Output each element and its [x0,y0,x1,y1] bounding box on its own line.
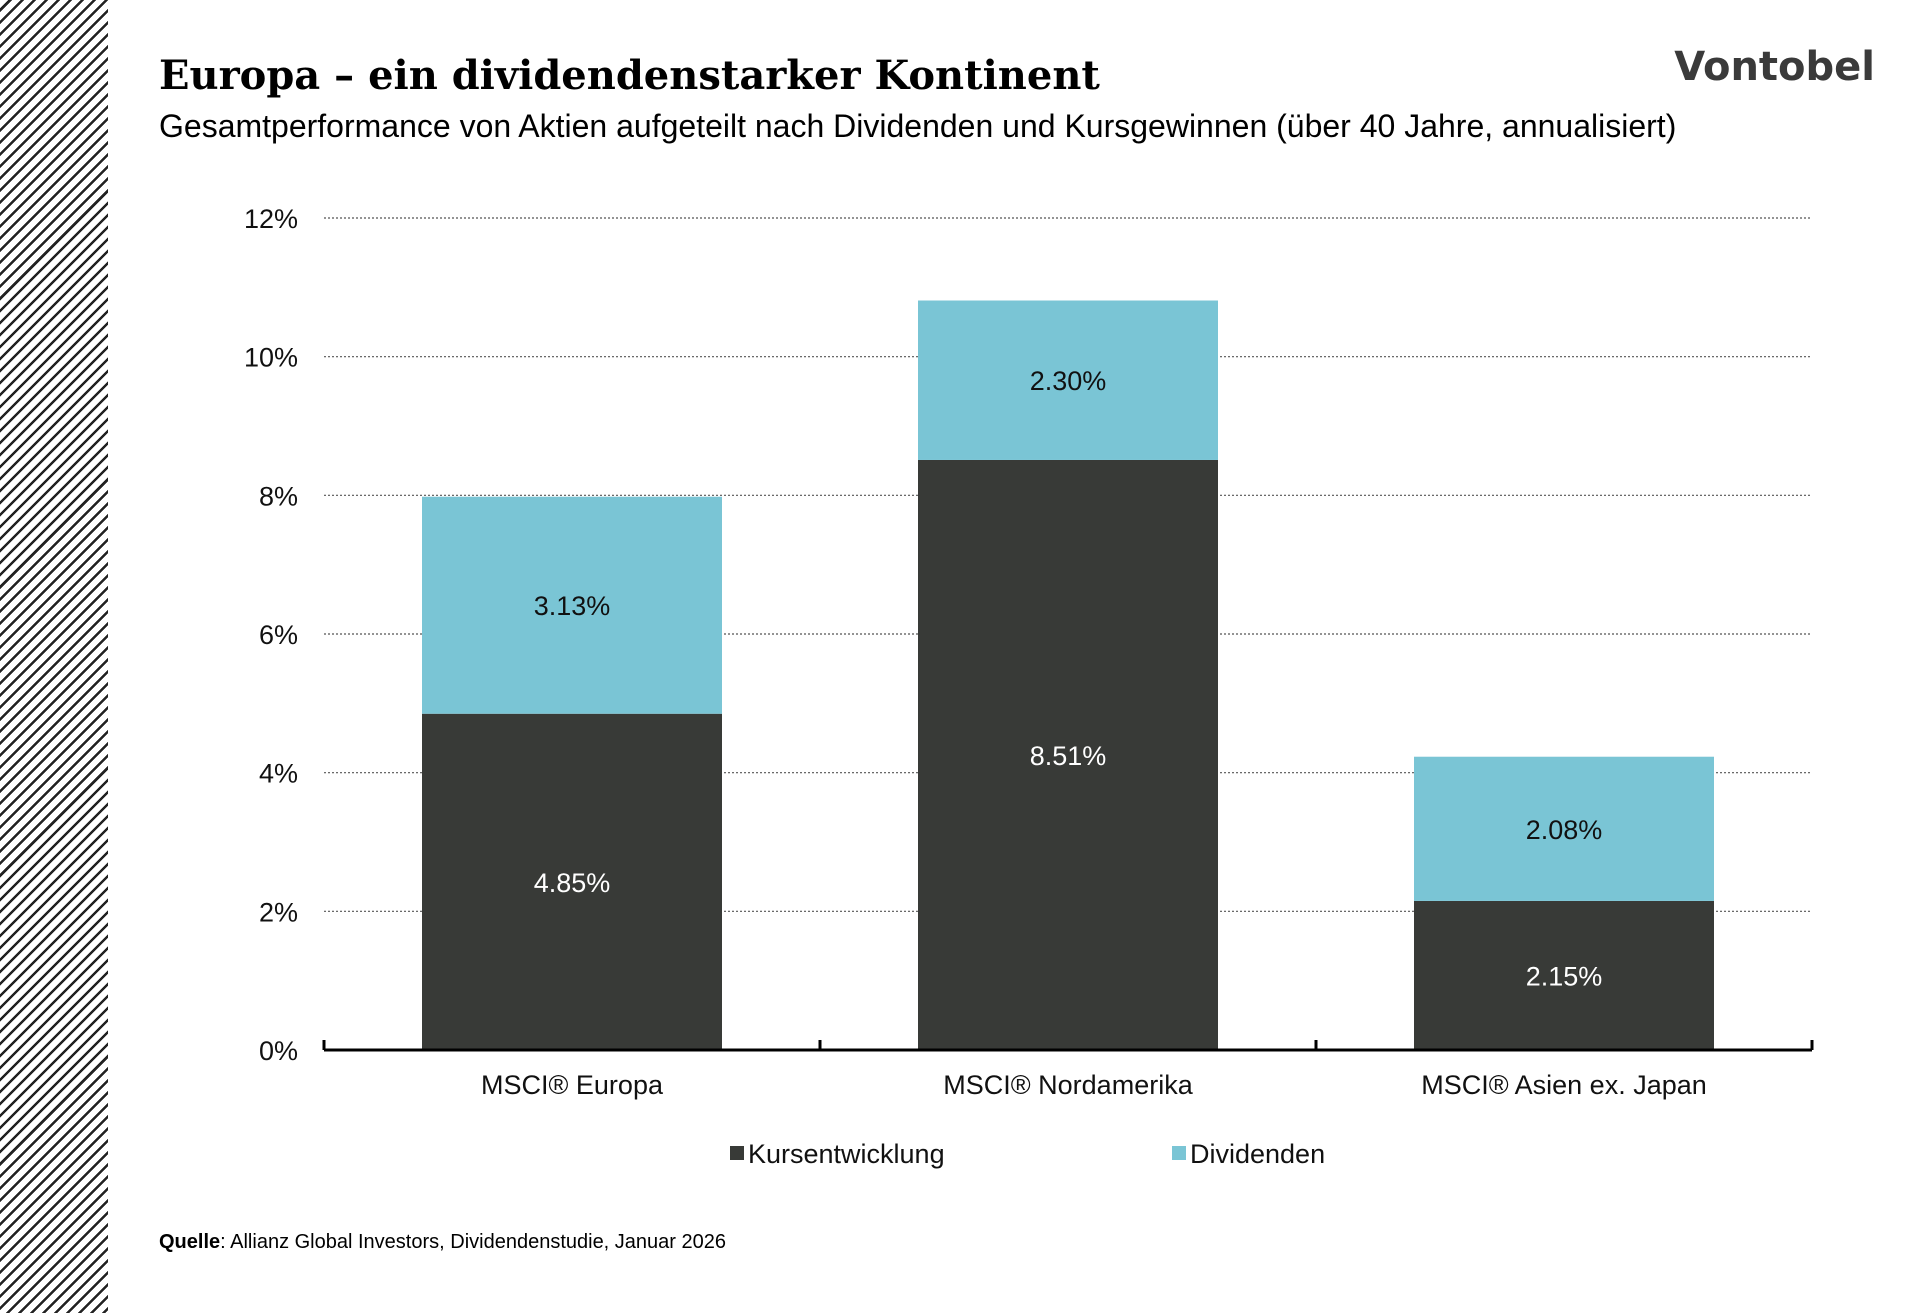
data-label: 2.30% [1030,366,1107,396]
legend-label: Dividenden [1190,1139,1325,1169]
x-category-label: MSCI® Europa [481,1070,664,1100]
y-tick-label: 10% [244,343,298,373]
y-tick-label: 12% [244,204,298,234]
legend-swatch [730,1146,744,1160]
bar-dividenden [1414,756,1714,901]
vontobel-logo: Vontobel [1674,44,1875,90]
y-tick-label: 8% [259,481,298,511]
x-category-label: MSCI® Asien ex. Japan [1421,1070,1707,1100]
bar-kursentwicklung [422,713,722,1050]
legend-label: Kursentwicklung [748,1139,945,1169]
bar-dividenden [918,300,1218,460]
source-label: Quelle [159,1231,221,1253]
bar-kursentwicklung [918,459,1218,1050]
bar-dividenden [422,496,722,714]
y-tick-label: 6% [259,620,298,650]
y-tick-label: 2% [259,897,298,927]
hatched-side-band [0,0,108,1313]
data-label: 3.13% [534,591,611,621]
data-label: 2.15% [1526,961,1603,991]
x-category-label: MSCI® Nordamerika [943,1070,1193,1100]
bar-kursentwicklung [1414,900,1714,1050]
chart-subtitle: Gesamtperformance von Aktien aufgeteilt … [159,108,1677,144]
chart-title: Europa – ein dividendenstarker Kontinent [159,52,1100,99]
data-label: 2.08% [1526,815,1603,845]
legend-swatch [1172,1146,1186,1160]
data-label: 4.85% [534,868,611,898]
y-tick-label: 0% [259,1036,298,1066]
source-note: Quelle: Allianz Global Investors, Divide… [159,1231,726,1254]
source-text: : Allianz Global Investors, Dividendenst… [220,1231,726,1253]
data-label: 8.51% [1030,741,1107,771]
y-tick-label: 4% [259,759,298,789]
